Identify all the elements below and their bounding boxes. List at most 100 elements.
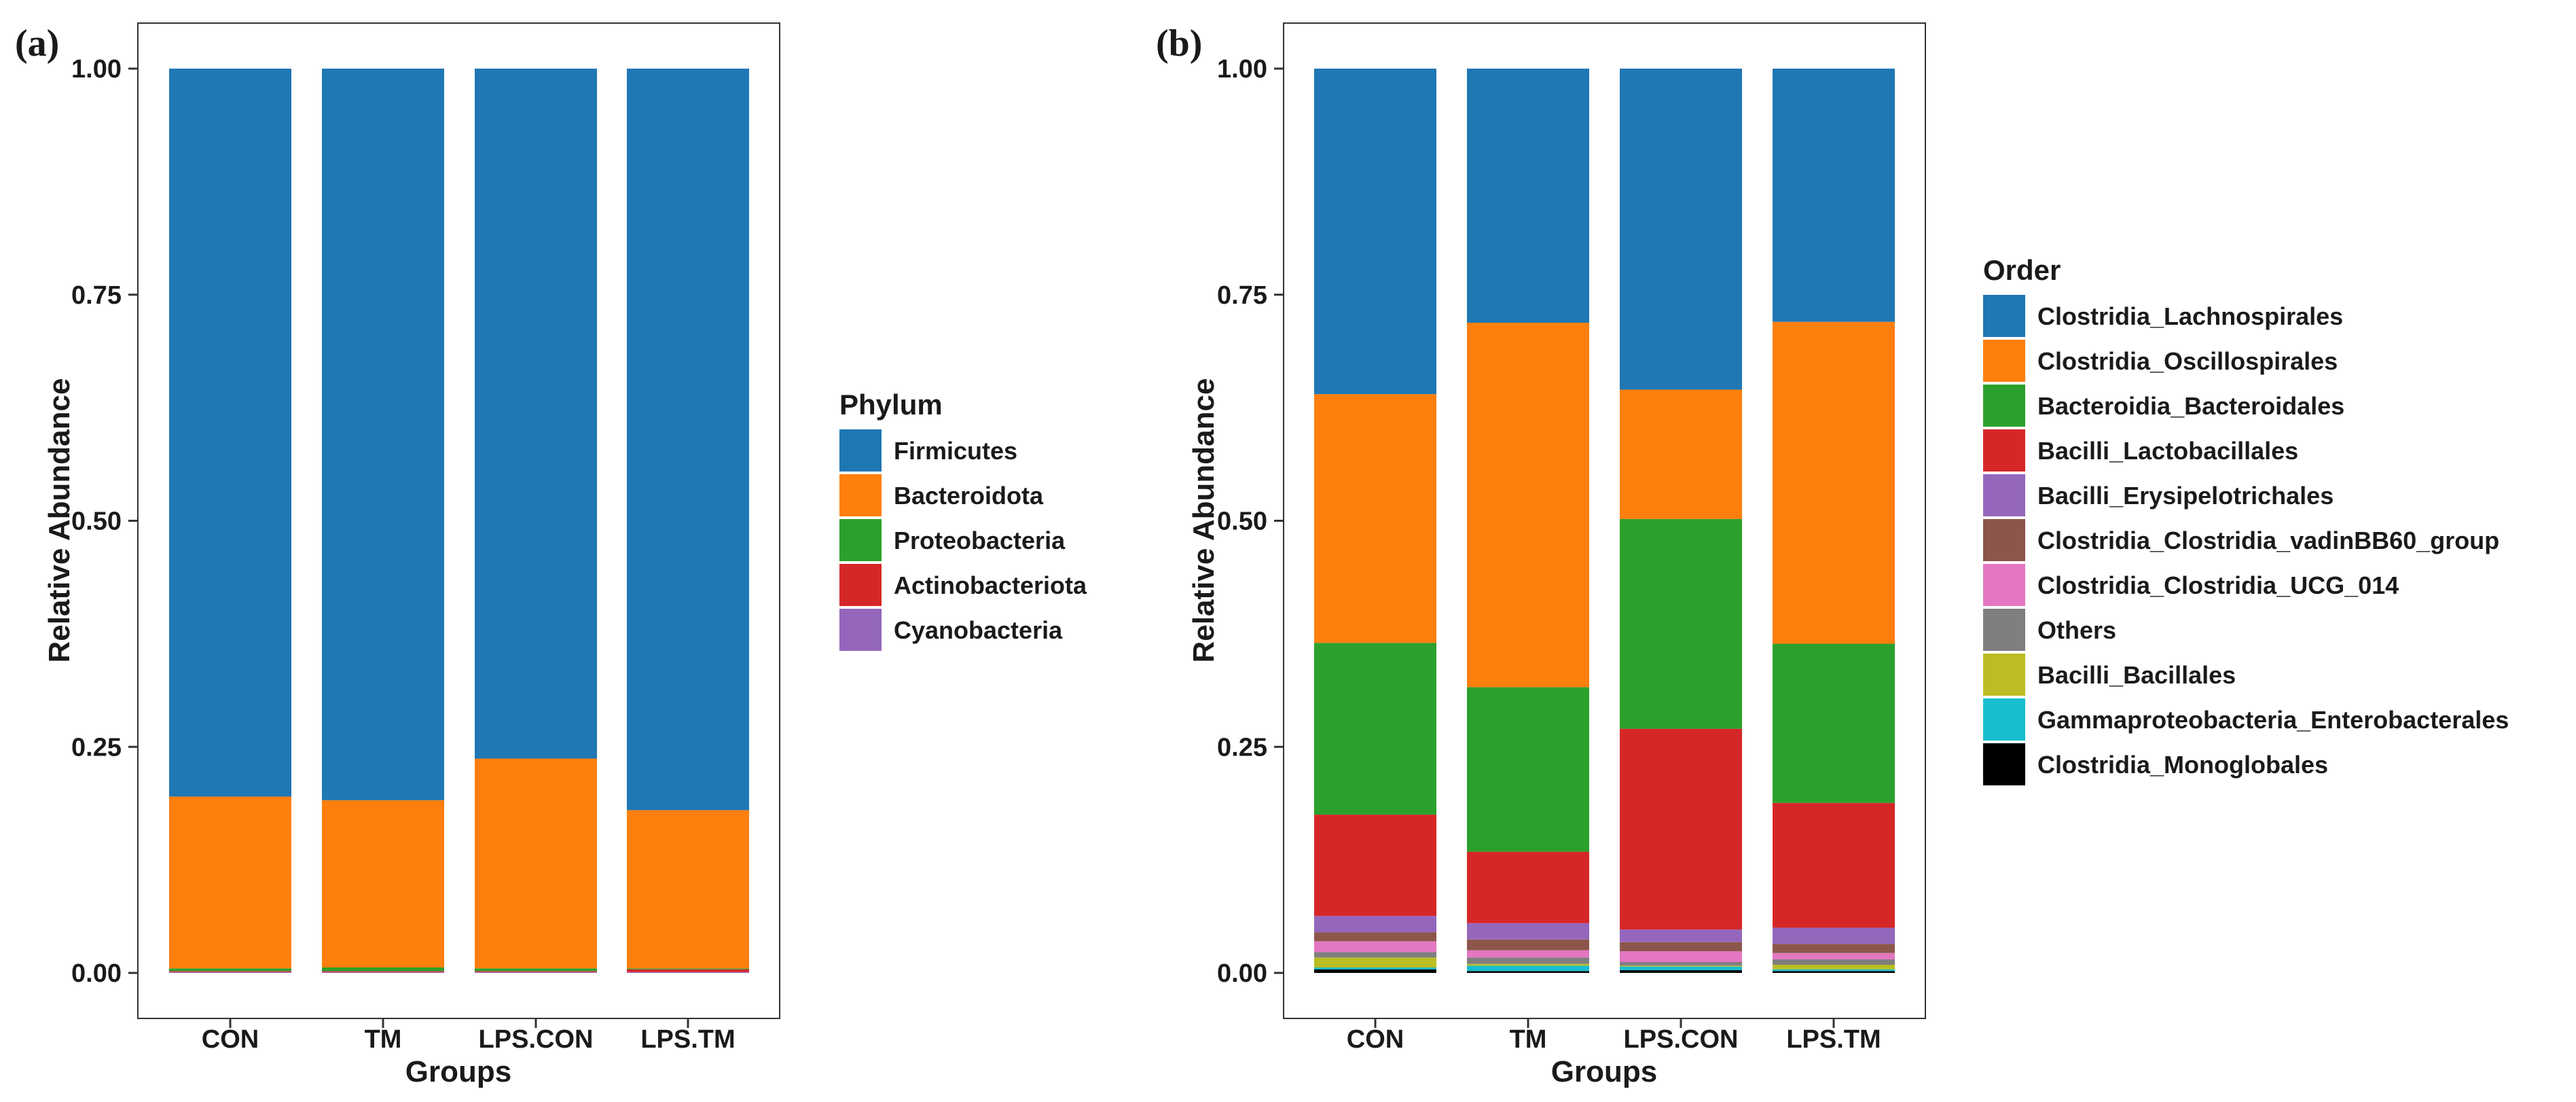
panel-a-x-tick-label-lps-con: LPS.CON (479, 1025, 594, 1054)
panel-b-legend-swatch-clostridia-oscillospirales (1983, 340, 2025, 382)
panel-b-legend-title: Order (1983, 254, 2061, 286)
panel-b-label: (b) (1156, 22, 1202, 65)
panel-b-x-tick-label-tm: TM (1510, 1025, 1547, 1054)
panel-b-y-tick-label: 0.00 (1217, 959, 1267, 988)
panel-b-y-axis-title: Relative Abundance (1187, 378, 1220, 663)
panel-b-bar-lps-con-others (1620, 962, 1742, 966)
panel-b-legend-label-others: Others (2037, 616, 2116, 644)
panel-b-bar-tm-bacilli-lactobacillales (1467, 851, 1589, 923)
panel-b-legend-label-clostridia-oscillospirales: Clostridia_Oscillospirales (2037, 347, 2338, 375)
panel-a-x-ticks: CON TM LPS.CON LPS.TM (202, 1018, 736, 1054)
panel-a-y-tick-label: 0.25 (71, 733, 122, 762)
panel-b-bar-lps-con-bacilli-bacillales (1620, 965, 1742, 967)
panel-a-bar-lps-tm-firmicutes (627, 69, 749, 811)
panel-b-bar-lps-con-clostridia-monoglobales (1620, 970, 1742, 973)
panel-a-bar-con-bacteroidota (169, 796, 291, 969)
panel-a-bar-tm-firmicutes (322, 69, 444, 800)
panel-b-bar-lps-tm-others (1773, 959, 1895, 965)
panel-a-bar-lps-tm-proteobacteria (627, 968, 749, 970)
panel-a-bars (169, 69, 749, 973)
panel-a-bar-lps-con-cyanobacteria (475, 972, 597, 973)
panel-a-legend-label-bacteroidota: Bacteroidota (894, 482, 1044, 510)
panel-b-legend: Order Clostridia_Lachnospirales Clostridi… (1983, 254, 2509, 785)
panel-b-bar-lps-con-bacilli-erysipelotrichales (1620, 929, 1742, 942)
panel-b-x-tick-label-lps-con: LPS.CON (1624, 1025, 1739, 1054)
panel-b-x-axis-title: Groups (1551, 1055, 1657, 1088)
panel-a-y-tick-label: 0.00 (71, 959, 122, 988)
panel-a-y-tick-label: 1.00 (71, 55, 122, 84)
panel-a-legend-swatch-firmicutes (839, 429, 882, 472)
panel-b-bar-lps-tm-gammaproteobacteria-enterobacterales (1773, 969, 1895, 972)
panel-b-bar-lps-con-clostridia-oscillospirales (1620, 389, 1742, 519)
panel-b-bar-con-bacilli-bacillales (1314, 957, 1436, 968)
panel-a-y-ticks: 0.00 0.25 0.50 0.75 1.00 (71, 55, 138, 988)
panel-b-legend-swatch-bacilli-erysipelotrichales (1983, 474, 2025, 516)
panel-b-legend-swatch-clostridia-lachnospirales (1983, 295, 2025, 337)
panel-b-legend-swatch-clostridia-clostridia-ucg-014 (1983, 564, 2025, 606)
panel-a-bar-con-firmicutes (169, 69, 291, 797)
panel-b-bar-lps-tm-bacilli-erysipelotrichales (1773, 927, 1895, 944)
panel-b-bar-con-bacilli-erysipelotrichales (1314, 916, 1436, 933)
panel-a-legend-label-firmicutes: Firmicutes (894, 437, 1017, 465)
panel-b-legend-swatch-clostridia-monoglobales (1983, 743, 2025, 785)
panel-b-bar-lps-con-clostridia-clostridia-ucg-014 (1620, 951, 1742, 963)
panel-a-x-axis-title: Groups (405, 1055, 511, 1088)
panel-b-legend-label-bacilli-lactobacillales: Bacilli_Lactobacillales (2037, 437, 2298, 465)
panel-a-bar-con-proteobacteria (169, 968, 291, 972)
panel-a-bar-tm-cyanobacteria (322, 972, 444, 973)
panel-b-bar-con-clostridia-lachnospirales (1314, 69, 1436, 395)
panel-b-legend-swatch-bacteroidia-bacteroidales (1983, 385, 2025, 427)
panel-a-bar-lps-con-bacteroidota (475, 758, 597, 969)
panel-b-legend-label-gammaproteobacteria-enterobacterales: Gammaproteobacteria_Enterobacterales (2037, 706, 2509, 734)
panel-b-bar-tm-clostridia-lachnospirales (1467, 69, 1589, 323)
panel-a-label: (a) (15, 22, 59, 65)
panel-a-x-tick-label-lps-tm: LPS.TM (640, 1025, 735, 1054)
panel-a-legend-swatch-bacteroidota (839, 474, 882, 516)
panel-b-legend-label-bacilli-bacillales: Bacilli_Bacillales (2037, 661, 2236, 689)
panel-a-legend-label-actinobacteriota: Actinobacteriota (894, 571, 1087, 599)
panel-b-bar-tm-bacilli-erysipelotrichales (1467, 923, 1589, 940)
panel-a-y-tick-label: 0.75 (71, 281, 122, 310)
panel-b-bar-lps-con-gammaproteobacteria-enterobacterales (1620, 966, 1742, 971)
panel-b-bar-con-gammaproteobacteria-enterobacterales (1314, 967, 1436, 970)
panel-a-bar-tm-proteobacteria (322, 967, 444, 972)
panel-b-bar-con-clostridia-clostridia-ucg-014 (1314, 941, 1436, 953)
panel-a-bar-lps-tm-bacteroidota (627, 810, 749, 969)
panel-a-bar-lps-tm-cyanobacteria (627, 972, 749, 973)
panel-b-bar-con-bacilli-lactobacillales (1314, 815, 1436, 917)
panel-b-bar-tm-clostridia-monoglobales (1467, 971, 1589, 973)
panel-b-bar-tm-bacilli-bacillales (1467, 963, 1589, 966)
panel-b-bar-lps-tm-bacteroidia-bacteroidales (1773, 643, 1895, 803)
panel-b-bar-lps-con-bacteroidia-bacteroidales (1620, 518, 1742, 729)
panel-b-legend-swatch-others (1983, 609, 2025, 651)
panel-b-bar-con-clostridia-oscillospirales (1314, 394, 1436, 643)
panel-a-bar-lps-con-actinobacteriota (475, 971, 597, 972)
panel-b-y-tick-label: 1.00 (1217, 55, 1267, 84)
panel-b-legend-label-clostridia-clostridia-ucg-014: Clostridia_Clostridia_UCG_014 (2037, 571, 2399, 599)
panel-a-legend-label-cyanobacteria: Cyanobacteria (894, 616, 1063, 644)
panel-a-bar-lps-tm-actinobacteriota (627, 969, 749, 972)
panel-b-bar-lps-tm-clostridia-monoglobales (1773, 971, 1895, 973)
panel-b-y-tick-label: 0.50 (1217, 508, 1267, 536)
panel-a-y-tick-label: 0.50 (71, 508, 122, 536)
panel-b-y-ticks: 0.00 0.25 0.50 0.75 1.00 (1217, 55, 1284, 988)
panel-b-bar-lps-con-clostridia-clostridia-vadinbb60-group (1620, 942, 1742, 952)
panel-b-bar-con-clostridia-monoglobales (1314, 969, 1436, 973)
panel-a-x-tick-label-tm: TM (365, 1025, 402, 1054)
panel-b-x-ticks: CON TM LPS.CON LPS.TM (1347, 1018, 1881, 1054)
panel-b-bar-con-bacteroidia-bacteroidales (1314, 643, 1436, 815)
panel-b-bars (1314, 69, 1895, 973)
panel-b-x-tick-label-con: CON (1347, 1025, 1404, 1054)
panel-b-legend-label-bacteroidia-bacteroidales: Bacteroidia_Bacteroidales (2037, 392, 2344, 420)
panel-a-legend-swatch-actinobacteriota (839, 564, 882, 606)
panel-a-legend-swatch-proteobacteria (839, 519, 882, 561)
panel-b-x-tick-label-lps-tm: LPS.TM (1786, 1025, 1881, 1054)
panel-a-bar-con-actinobacteriota (169, 971, 291, 972)
panel-a-bar-tm-actinobacteriota (322, 971, 444, 972)
panel-b-y-tick-label: 0.25 (1217, 733, 1267, 762)
panel-b-bar-tm-clostridia-oscillospirales (1467, 323, 1589, 688)
panel-a-x-tick-label-con: CON (202, 1025, 259, 1054)
panel-b-legend-swatch-gammaproteobacteria-enterobacterales (1983, 698, 2025, 741)
panel-b-bar-lps-tm-clostridia-clostridia-vadinbb60-group (1773, 944, 1895, 953)
